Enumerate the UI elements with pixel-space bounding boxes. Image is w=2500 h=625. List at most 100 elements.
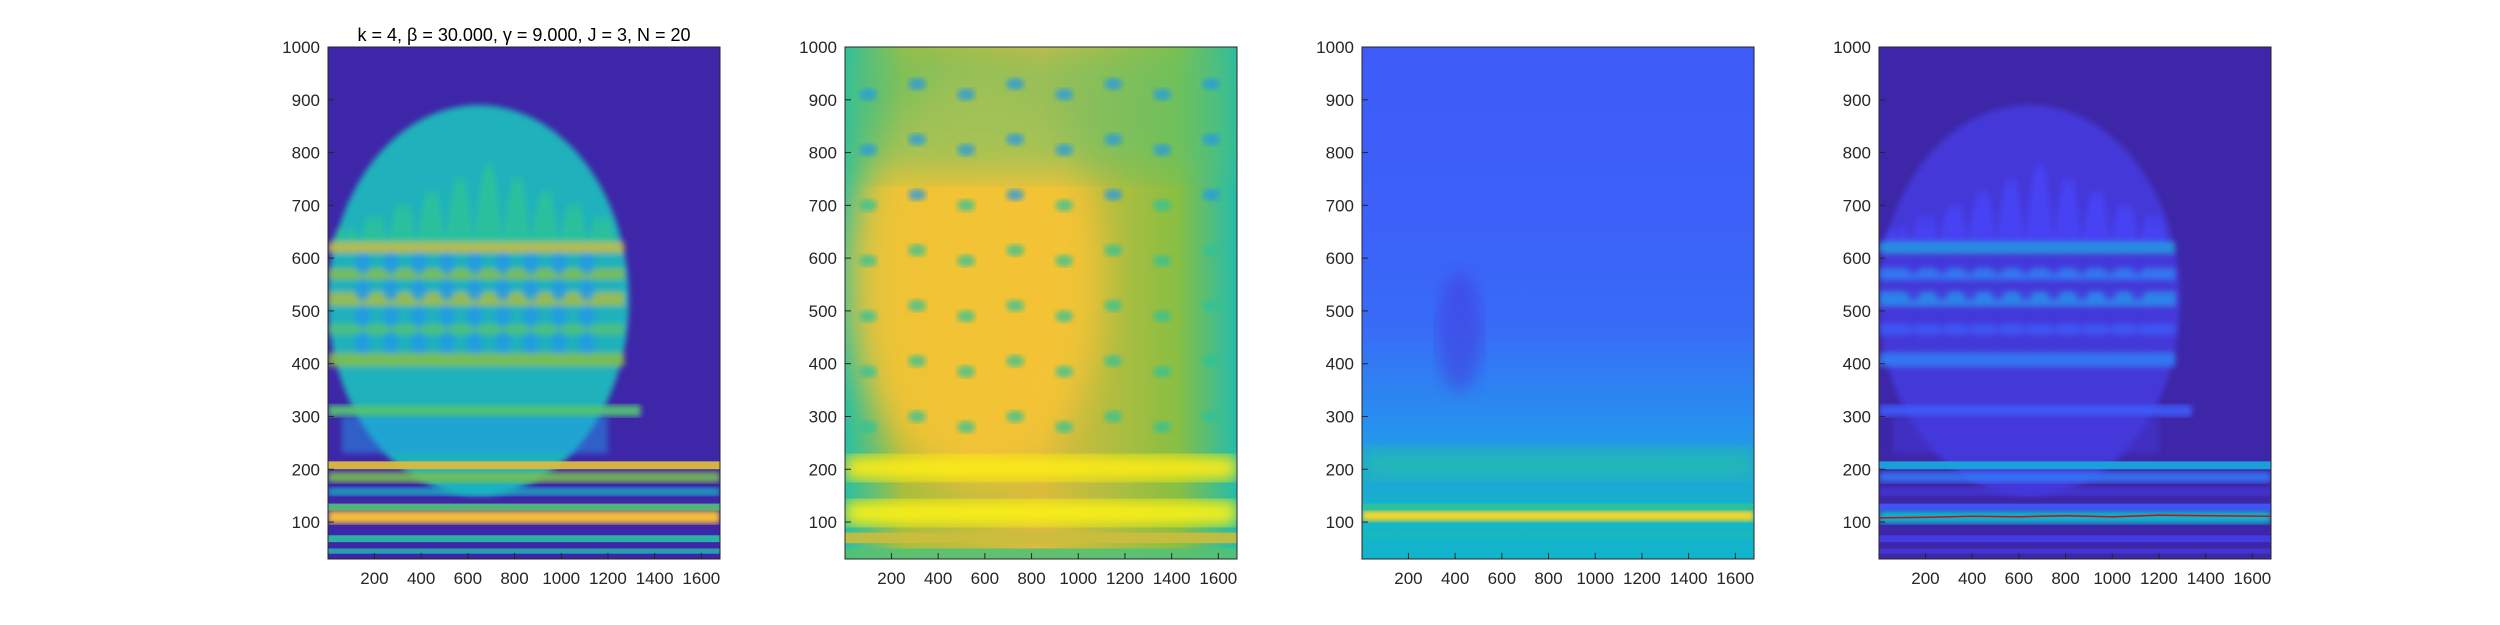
heatmap-band	[328, 535, 720, 543]
x-tick-label: 1000	[542, 569, 580, 588]
x-tick-label: 400	[407, 569, 435, 588]
heatmap-band	[1879, 461, 2271, 470]
y-tick-label: 500	[292, 302, 320, 321]
x-tick-label: 200	[1911, 569, 1939, 588]
heatmap-band	[1362, 510, 1754, 521]
y-tick-label: 100	[1843, 513, 1871, 532]
x-tick-label: 400	[924, 569, 952, 588]
y-tick-label: 700	[1326, 196, 1354, 215]
chart-title: k = 4, β = 30.000, γ = 9.000, J = 3, N =…	[357, 25, 690, 45]
y-tick-label: 400	[292, 355, 320, 374]
x-tick-label: 1200	[2140, 569, 2178, 588]
y-tick-label: 500	[809, 302, 837, 321]
heatmap-band	[1879, 503, 2271, 511]
x-tick-label: 600	[971, 569, 999, 588]
x-tick-label: 1200	[1623, 569, 1661, 588]
heatmap-band	[328, 503, 720, 511]
x-tick-label: 1400	[2187, 569, 2225, 588]
heatmap-band	[1879, 535, 2271, 543]
heatmap-band	[328, 404, 641, 417]
y-tick-label: 800	[1326, 144, 1354, 163]
panels-layer: 200 400 600 800 1000 1200 1400 1600 100 200 300 400…	[282, 25, 2272, 588]
heatmap-band	[328, 487, 720, 496]
y-tick-label: 800	[292, 144, 320, 163]
x-tick-label: 600	[454, 569, 482, 588]
x-tick-label: 800	[2051, 569, 2079, 588]
x-tick-label: 400	[1441, 569, 1469, 588]
heatmap-band	[845, 548, 1237, 559]
x-tick-label: 1000	[1059, 569, 1097, 588]
y-tick-label: 600	[292, 249, 320, 268]
heatmap-band	[1879, 487, 2271, 496]
x-tick-label: 800	[1534, 569, 1562, 588]
y-tick-label: 500	[1326, 302, 1354, 321]
x-tick-label: 1600	[1716, 569, 1754, 588]
x-tick-label: 200	[877, 569, 905, 588]
y-tick-label: 500	[1843, 302, 1871, 321]
heatmap-band	[1362, 529, 1754, 538]
cloud-body	[328, 105, 629, 496]
heatmap-band	[1362, 47, 1754, 559]
y-tick-label: 800	[809, 144, 837, 163]
y-tick-label: 300	[1326, 407, 1354, 426]
heatmap-band	[1892, 416, 2159, 454]
y-tick-label: 300	[809, 407, 837, 426]
y-tick-label: 1000	[282, 38, 320, 57]
y-tick-label: 300	[1843, 407, 1871, 426]
x-tick-label: 1200	[1106, 569, 1144, 588]
y-tick-label: 1000	[1316, 38, 1354, 57]
y-tick-label: 300	[292, 407, 320, 426]
heatmap-band	[341, 416, 608, 454]
y-tick-label: 200	[809, 460, 837, 479]
panel-2: 200 400 600 800 1000 1200 1400 1600 100 200 300 400…	[799, 38, 1238, 588]
x-tick-label: 600	[2005, 569, 2033, 588]
y-tick-label: 400	[809, 355, 837, 374]
y-tick-label: 600	[809, 249, 837, 268]
x-tick-label: 800	[500, 569, 528, 588]
heatmap-band	[1879, 510, 2271, 524]
y-tick-label: 400	[1326, 355, 1354, 374]
x-tick-label: 1400	[1670, 569, 1708, 588]
y-tick-label: 100	[292, 513, 320, 532]
heatmap-image	[1362, 47, 1754, 559]
heatmap-band	[1362, 448, 1754, 480]
y-tick-label: 900	[1326, 91, 1354, 110]
x-tick-label: 1000	[1576, 569, 1614, 588]
y-tick-label: 700	[809, 196, 837, 215]
x-tick-label: 1600	[682, 569, 720, 588]
y-tick-label: 900	[1843, 91, 1871, 110]
x-tick-label: 400	[1958, 569, 1986, 588]
y-tick-label: 200	[1326, 460, 1354, 479]
y-tick-label: 200	[1843, 460, 1871, 479]
heatmap-band	[1879, 548, 2271, 554]
heatmap-band	[328, 510, 720, 524]
y-tick-label: 1000	[1833, 38, 1871, 57]
axes-box	[1361, 46, 1755, 560]
ridge-curve	[1879, 514, 2271, 519]
heatmap-band	[328, 471, 720, 483]
heatmap-band	[328, 548, 720, 554]
x-tick-label: 600	[1488, 569, 1516, 588]
cloud-body	[1879, 105, 2180, 496]
x-tick-label: 1000	[2093, 569, 2131, 588]
y-tick-label: 100	[1326, 513, 1354, 532]
x-tick-label: 1600	[1199, 569, 1237, 588]
heatmap-image	[845, 47, 1237, 559]
x-tick-label: 200	[1394, 569, 1422, 588]
panel-1: 200 400 600 800 1000 1200 1400 1600 100 200 300 400…	[282, 25, 721, 588]
y-tick-label: 700	[292, 196, 320, 215]
y-tick-label: 900	[809, 91, 837, 110]
heatmap-band	[1362, 503, 1754, 511]
y-tick-label: 800	[1843, 144, 1871, 163]
y-tick-label: 600	[1843, 249, 1871, 268]
x-tick-label: 800	[1017, 569, 1045, 588]
heatmap-band	[845, 456, 1237, 480]
x-tick-label: 1400	[1153, 569, 1191, 588]
axes-box	[327, 46, 721, 560]
axes-box	[1878, 46, 2272, 560]
y-tick-label: 1000	[799, 38, 837, 57]
y-tick-label: 700	[1843, 196, 1871, 215]
panel-3: 200 400 600 800 1000 1200 1400 1600 100 200 300 400…	[1316, 38, 1755, 588]
heatmap-band	[845, 500, 1237, 525]
